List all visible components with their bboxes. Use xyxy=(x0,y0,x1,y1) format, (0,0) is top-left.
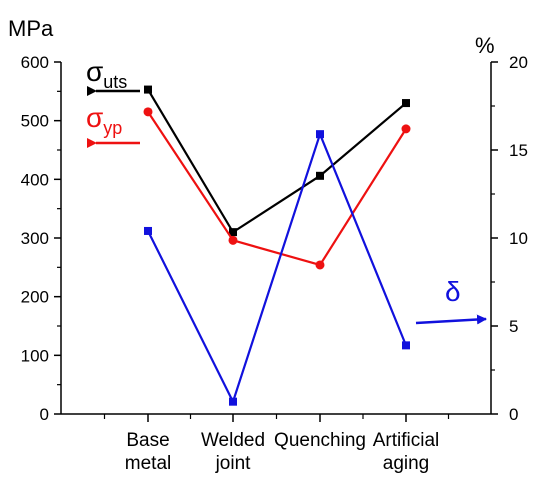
right-tick-label: 20 xyxy=(509,53,528,72)
series-uts-point xyxy=(144,85,152,94)
left-tick-label: 300 xyxy=(21,229,49,248)
left-tick-label: 600 xyxy=(21,53,49,72)
series-uts-point xyxy=(229,228,237,237)
series-delta-point xyxy=(402,341,410,350)
series-uts-line xyxy=(147,89,407,234)
yp-label: σyp xyxy=(86,102,122,138)
right-axis-unit: % xyxy=(475,33,495,58)
delta-arrow xyxy=(415,314,487,325)
series-yp-point xyxy=(401,124,411,134)
x-axis-ticks xyxy=(103,414,450,422)
series-yp-point xyxy=(315,260,325,270)
plot-area xyxy=(143,85,411,406)
category-label: Welded joint xyxy=(201,430,265,474)
right-tick-label: 5 xyxy=(509,317,518,336)
left-axis-ticks: 0 100 200 300 400 500 600 xyxy=(21,53,61,424)
right-tick-label: 15 xyxy=(509,141,528,160)
left-tick-label: 0 xyxy=(40,405,49,424)
category-label: Quenching xyxy=(274,430,366,451)
right-tick-label: 0 xyxy=(509,405,518,424)
series-yp-point xyxy=(143,107,153,117)
series-delta-point xyxy=(316,130,324,139)
series-uts-point xyxy=(402,99,410,108)
series-delta-point xyxy=(229,397,237,406)
category-label: Base metal xyxy=(125,430,171,474)
right-axis-ticks: 0 5 10 15 20 xyxy=(491,53,528,424)
series-delta-line xyxy=(147,130,408,405)
legend-uts: σuts xyxy=(86,56,140,96)
right-tick-label: 10 xyxy=(509,229,528,248)
series-uts-point xyxy=(316,171,324,180)
left-tick-label: 200 xyxy=(21,288,49,307)
uts-label: σuts xyxy=(86,56,127,92)
left-tick-label: 100 xyxy=(21,346,49,365)
series-delta-point xyxy=(144,226,152,235)
category-label: Artificial aging xyxy=(373,430,440,474)
left-tick-label: 500 xyxy=(21,112,49,131)
left-tick-label: 400 xyxy=(21,170,49,189)
category-labels: Base metal Welded joint Quenching Artificial a… xyxy=(125,430,439,474)
series-yp-line xyxy=(147,111,407,267)
series-yp-point xyxy=(228,235,238,245)
left-axis-unit: MPa xyxy=(8,16,54,41)
legend-yp: σyp xyxy=(86,102,140,148)
legend-delta: δ xyxy=(415,276,487,325)
delta-label: δ xyxy=(445,276,461,307)
